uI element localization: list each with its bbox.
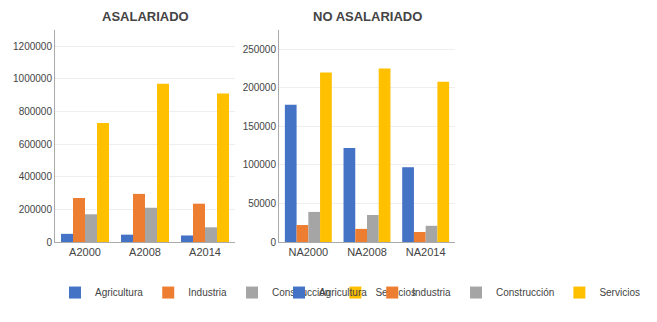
svg-text:A2000: A2000 bbox=[69, 246, 101, 258]
svg-text:NA2008: NA2008 bbox=[347, 246, 387, 258]
svg-text:NO ASALARIADO: NO ASALARIADO bbox=[313, 9, 422, 24]
svg-text:200000: 200000 bbox=[243, 82, 277, 93]
svg-text:A2014: A2014 bbox=[189, 246, 221, 258]
svg-text:400000: 400000 bbox=[19, 171, 53, 182]
svg-text:50000: 50000 bbox=[248, 198, 276, 209]
svg-text:0: 0 bbox=[270, 237, 276, 248]
svg-text:250000: 250000 bbox=[243, 44, 277, 55]
svg-text:Construcción: Construcción bbox=[272, 287, 331, 299]
svg-text:100000: 100000 bbox=[243, 159, 277, 170]
svg-text:A2008: A2008 bbox=[129, 246, 161, 258]
svg-text:Industria: Industria bbox=[412, 287, 451, 298]
svg-text:ASALARIADO: ASALARIADO bbox=[102, 9, 189, 24]
svg-text:NA2000: NA2000 bbox=[288, 246, 328, 258]
svg-text:Servicios: Servicios bbox=[375, 287, 416, 298]
svg-text:1200000: 1200000 bbox=[13, 41, 52, 52]
svg-text:Servicios: Servicios bbox=[599, 287, 640, 298]
svg-text:Agricultura: Agricultura bbox=[319, 287, 367, 298]
svg-text:600000: 600000 bbox=[19, 139, 53, 150]
svg-text:200000: 200000 bbox=[19, 204, 53, 215]
svg-text:150000: 150000 bbox=[243, 121, 277, 132]
svg-text:1000000: 1000000 bbox=[13, 73, 52, 84]
svg-text:0: 0 bbox=[46, 237, 52, 248]
svg-text:Agricultura: Agricultura bbox=[95, 287, 143, 298]
svg-text:800000: 800000 bbox=[19, 106, 53, 117]
svg-text:NA2014: NA2014 bbox=[406, 246, 446, 258]
svg-text:Industria: Industria bbox=[188, 287, 227, 298]
svg-text:Construcción: Construcción bbox=[496, 287, 554, 298]
